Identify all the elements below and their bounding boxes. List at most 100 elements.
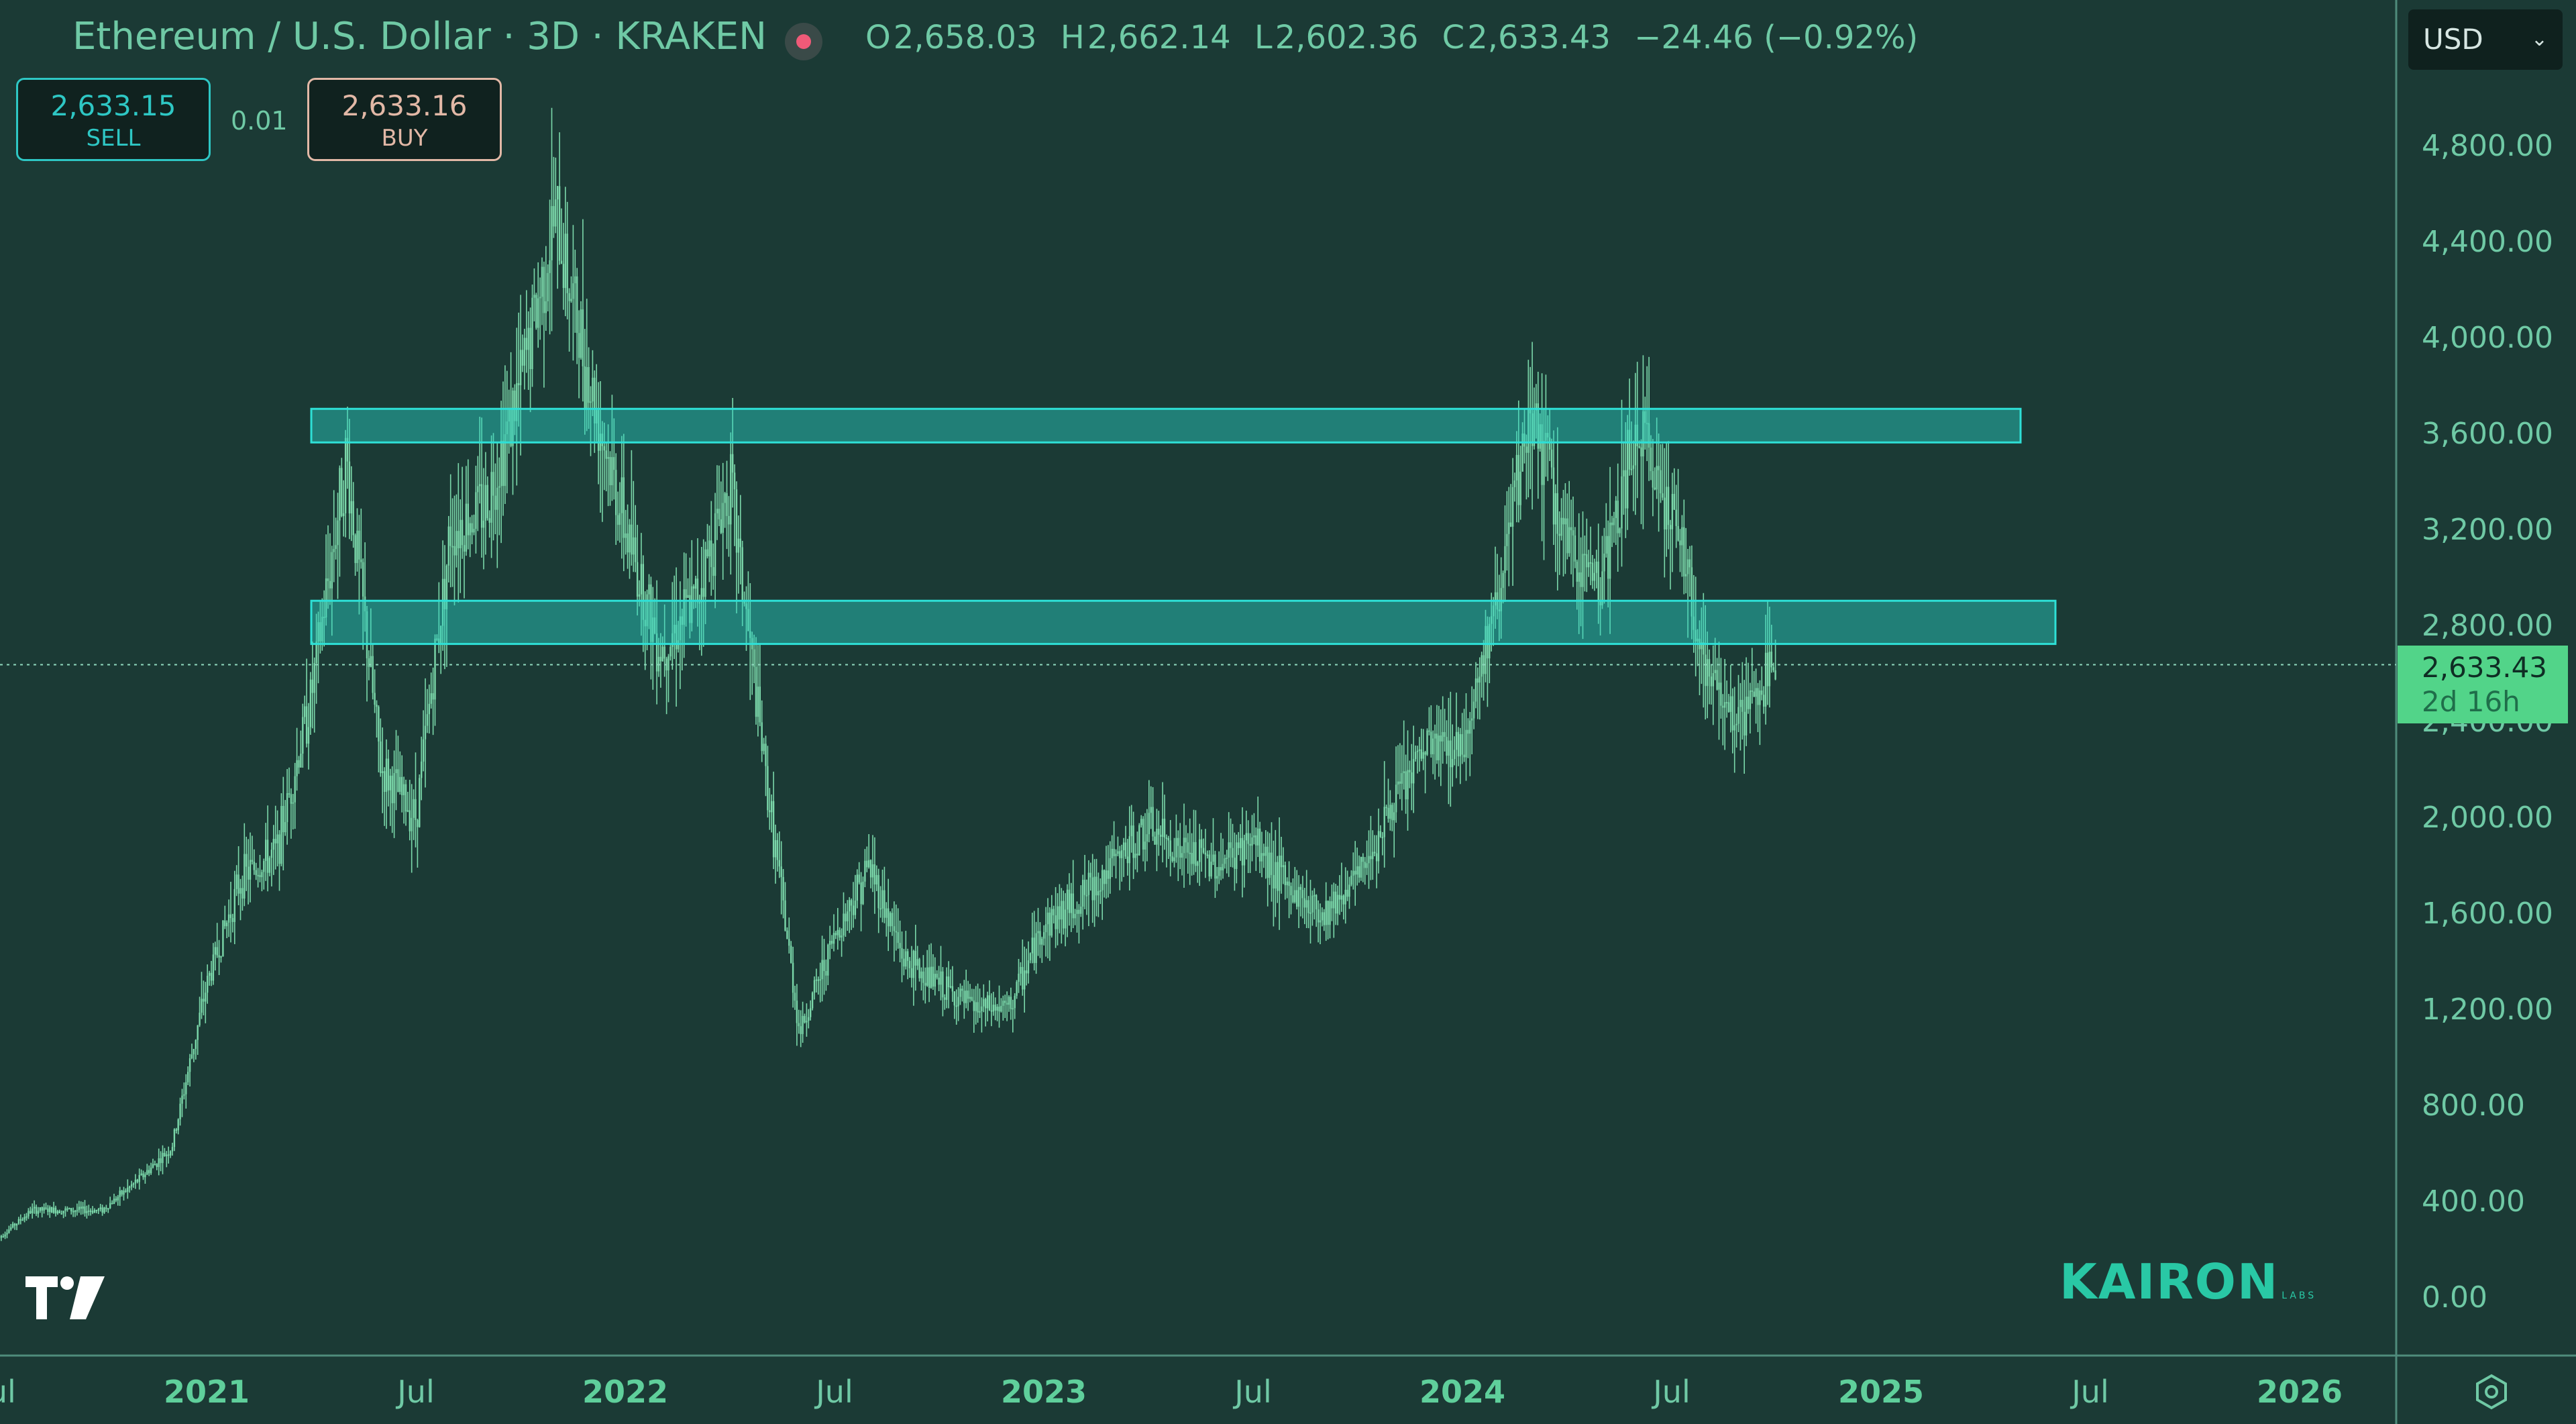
candle-body	[957, 997, 959, 1007]
candle-body	[1303, 898, 1305, 908]
candle-body	[1078, 909, 1080, 914]
currency-selector[interactable]: USD ⌄	[2408, 9, 2563, 70]
candle-body	[380, 741, 382, 774]
y-tick-label: 3,200.00	[2422, 513, 2553, 547]
candle-body	[1226, 858, 1228, 860]
candle-body	[60, 1213, 62, 1215]
candle-body	[138, 1175, 140, 1182]
candle-body	[374, 693, 376, 705]
candle-body	[1374, 852, 1376, 854]
candle-body	[953, 991, 955, 1006]
candle-body	[1453, 750, 1456, 760]
candle-body	[1208, 854, 1210, 877]
candle-body	[451, 546, 453, 548]
candle-body	[1232, 848, 1234, 858]
candle-body	[753, 649, 755, 667]
candle-body	[566, 234, 568, 293]
candle-body	[280, 805, 282, 864]
candle-body	[1161, 819, 1164, 837]
candle-body	[496, 487, 498, 510]
candle-body	[152, 1164, 154, 1168]
candle-body	[298, 760, 300, 768]
candle-body	[455, 531, 458, 556]
candle-body	[1448, 740, 1450, 756]
candle-body	[93, 1210, 96, 1213]
candle-body	[473, 529, 475, 533]
candle-body	[1239, 837, 1242, 848]
candle-body	[1675, 509, 1677, 526]
candle-body	[1325, 901, 1327, 925]
x-tick-year-label: 2024	[1419, 1374, 1505, 1410]
candle-body	[592, 377, 594, 402]
candle-body	[1411, 772, 1413, 784]
candle-body	[547, 272, 549, 301]
candle-body	[492, 472, 494, 496]
candle-body	[488, 518, 490, 523]
tradingview-logo-icon[interactable]	[23, 1274, 110, 1322]
candle-body	[1265, 846, 1267, 856]
candle-body	[1204, 852, 1207, 855]
candle-body	[387, 758, 390, 791]
candle-body	[1556, 493, 1558, 534]
candle-body	[166, 1154, 168, 1157]
candle-body	[1059, 906, 1061, 920]
candle-body	[605, 450, 607, 459]
candle-body	[107, 1208, 109, 1210]
candle-body	[1236, 842, 1238, 869]
candle-body	[1420, 749, 1422, 759]
candle-body	[710, 540, 712, 568]
candle-body	[1521, 434, 1523, 472]
candle-body	[1677, 525, 1679, 541]
last-price-value: 2,633.43	[2422, 651, 2548, 684]
candle-body	[413, 799, 415, 818]
candle-body	[1193, 842, 1195, 864]
candle-body	[932, 966, 934, 987]
candle-body	[873, 864, 876, 884]
candle-body	[82, 1206, 84, 1209]
buy-label: BUY	[381, 125, 428, 152]
candle-body	[1037, 931, 1039, 933]
candle-body	[395, 769, 397, 774]
candle-body	[988, 995, 991, 1011]
low-value: 2,602.36	[1275, 19, 1419, 56]
candle-body	[940, 971, 942, 985]
candle-body	[436, 638, 438, 640]
candle-body	[1150, 807, 1152, 813]
candle-body	[1107, 870, 1110, 879]
candle-body	[551, 206, 553, 260]
candle-body	[99, 1207, 101, 1209]
candle-body	[276, 834, 278, 844]
candle-body	[329, 580, 331, 589]
candle-body	[901, 948, 903, 959]
candle-body	[428, 703, 430, 715]
candle-body	[1234, 858, 1236, 869]
candle-body	[959, 988, 961, 997]
candle-body	[1523, 434, 1525, 447]
settings-icon[interactable]	[2471, 1372, 2512, 1412]
candle-body	[712, 567, 714, 576]
candle-body	[1560, 517, 1562, 536]
candle-body	[702, 588, 704, 597]
candle-body	[1230, 842, 1232, 848]
candle-body	[1331, 901, 1333, 909]
candle-body	[868, 860, 870, 868]
candle-body	[780, 866, 782, 877]
buy-button[interactable]: 2,633.16 BUY	[307, 78, 502, 161]
candle-body	[368, 658, 370, 667]
candle-body	[443, 578, 446, 609]
candle-body	[52, 1207, 55, 1213]
candle-body	[136, 1179, 138, 1182]
candle-body	[251, 860, 254, 862]
candle-body	[720, 519, 722, 533]
candle-body	[616, 515, 619, 525]
candle-body	[1768, 652, 1771, 686]
candle-body	[1656, 466, 1658, 490]
candle-body	[1132, 825, 1134, 858]
candle-body	[1588, 562, 1590, 568]
sell-button[interactable]: 2,633.15 SELL	[16, 78, 211, 161]
candle-body	[1089, 872, 1091, 878]
candle-body	[1364, 862, 1366, 868]
market-status-icon[interactable]	[785, 23, 822, 60]
change-value: −24.46 (−0.92%)	[1634, 19, 1919, 56]
